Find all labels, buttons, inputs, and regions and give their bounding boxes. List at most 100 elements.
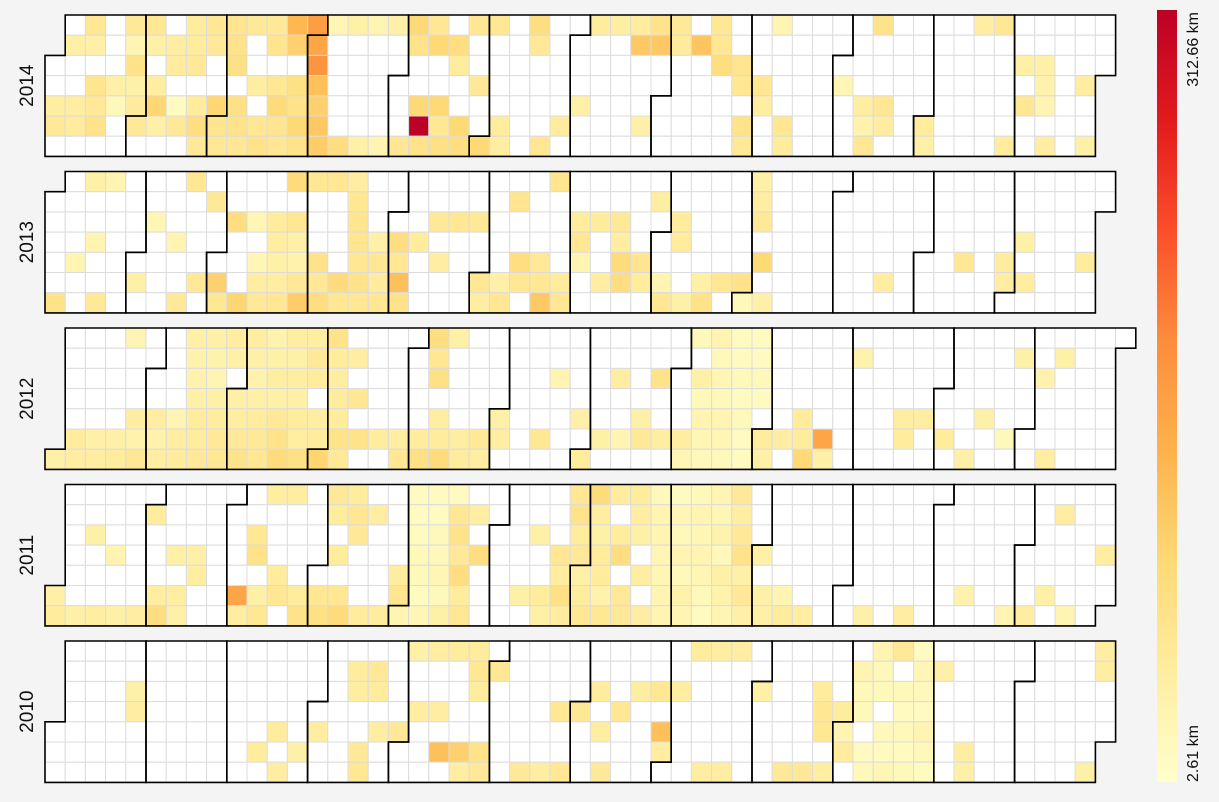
day-cell [852,408,874,430]
day-cell-active [711,408,733,430]
day-cell [791,191,814,213]
day-cell [933,524,955,546]
day-cell-active [367,504,389,526]
day-cell-active [347,761,369,783]
day-cell [64,135,86,157]
day-cell [953,135,975,157]
day-cell [832,408,854,430]
day-cell-active [610,14,632,36]
day-cell-active [650,191,672,213]
day-cell-active [307,34,329,56]
day-cell [64,544,86,566]
day-cell [145,231,167,253]
day-cell [711,231,733,253]
day-cell [488,211,511,233]
day-cell-active [670,14,692,36]
day-cell [771,272,793,294]
day-cell-active [246,292,268,314]
day-cell-active [246,408,268,430]
day-cell [791,34,814,56]
day-cell [731,741,753,763]
day-cell [367,54,389,77]
day-cell-active [307,75,329,97]
day-cell [933,211,955,233]
day-cell [347,54,369,77]
day-cell [488,231,511,253]
day-cell-active [892,428,915,450]
day-cell-active [428,484,450,506]
day-cell [206,211,228,233]
day-cell-active [206,115,228,137]
day-cell [650,660,672,682]
day-cell [569,367,591,390]
day-cell [630,741,652,763]
day-cell-active [347,231,369,253]
day-cell [549,680,571,703]
day-cell [529,721,551,743]
day-cell-active [771,115,793,137]
day-cell [327,721,349,743]
day-cell [812,191,834,213]
day-cell [1014,135,1036,157]
day-cell-active [751,428,773,450]
day-cell [993,721,1016,743]
day-cell [246,34,268,56]
day-cell [1054,564,1076,586]
day-cell [610,741,632,763]
day-cell-active [185,544,208,566]
day-cell [913,231,935,253]
day-cell [933,95,955,117]
day-cell-active [468,75,490,97]
day-cell-active [569,231,591,253]
day-cell [913,585,935,607]
day-cell [64,231,86,253]
day-cell-active [569,524,591,546]
day-cell [105,34,127,56]
day-cell-active [286,408,309,430]
day-cell [246,95,268,117]
day-cell-active [812,680,834,703]
day-cell-active [246,251,268,274]
day-cell-active [488,115,511,137]
day-cell [812,544,834,566]
day-cell [569,272,591,294]
day-cell [549,211,571,233]
day-cell [731,721,753,743]
day-cell [84,564,107,586]
day-cell-active [892,680,915,703]
day-cell [791,75,814,97]
day-cell-active [1074,75,1096,97]
day-cell [569,721,591,743]
day-cell [569,741,591,763]
day-cell [347,564,369,586]
day-cell [549,524,571,546]
day-cell-active [1034,95,1056,117]
day-cell-active [387,428,410,450]
day-cell-active [286,428,309,450]
day-cell [973,251,995,274]
day-cell-active [145,605,167,627]
day-cell-active [468,640,490,662]
day-cell-active [347,191,369,213]
day-cell-active [690,484,713,506]
day-cell [246,231,268,253]
day-cell-active [1014,54,1036,77]
day-cell [690,701,713,723]
day-cell [1074,34,1096,56]
day-cell [1094,347,1117,369]
day-cell-active [165,115,187,137]
day-cell [751,701,773,723]
day-cell [832,115,854,137]
day-cell-active [408,640,430,662]
day-cell [488,741,511,763]
day-cell-active [246,428,268,450]
day-cell [367,701,389,723]
day-cell [1094,191,1117,213]
day-cell [529,640,551,662]
day-cell [529,191,551,213]
day-cell [488,95,511,117]
day-cell-active [327,544,349,566]
day-cell-active [286,367,309,390]
day-cell [852,428,874,450]
day-cell [145,327,167,349]
